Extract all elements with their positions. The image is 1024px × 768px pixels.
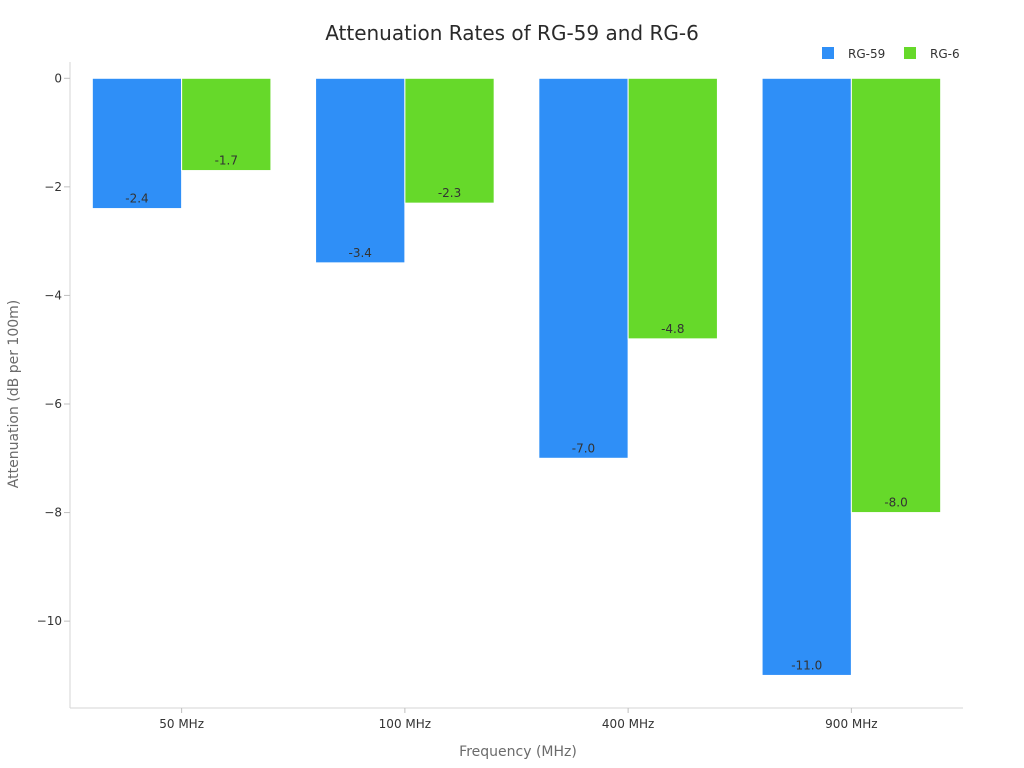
bar [627,77,718,340]
x-tick-label: 400 MHz [602,717,654,731]
y-tick-label: −10 [37,614,62,628]
bar [91,77,183,210]
y-tick-label: −2 [44,180,62,194]
data-label: -2.3 [438,186,461,200]
bar [538,77,629,459]
bar [850,77,942,514]
bar [761,77,852,676]
data-label: -3.4 [349,246,372,260]
bar [404,77,495,204]
y-tick-label: −8 [44,506,62,520]
chart-title: Attenuation Rates of RG-59 and RG-6 [325,21,699,45]
x-axis-title: Frequency (MHz) [459,744,577,760]
bar [315,77,406,264]
legend-swatch [822,47,834,59]
data-label: -8.0 [884,496,907,510]
legend-label: RG-6 [930,47,960,61]
y-tick-label: −6 [44,397,62,411]
y-axis-title: Attenuation (dB per 100m) [6,300,22,488]
data-label: -7.0 [572,441,595,455]
bars-group: -2.4 -1.7 -3.4 -2.3 -7.0 -4.8 -11.0 -8.0 [91,77,942,676]
legend-swatch [904,47,916,59]
data-label: -4.8 [661,322,684,336]
x-tick-label: 50 MHz [159,717,204,731]
x-tick-label: 900 MHz [825,717,877,731]
data-label: -1.7 [215,154,238,168]
x-tick-label: 100 MHz [379,717,431,731]
y-tick-label: −4 [44,288,62,302]
legend-label: RG-59 [848,47,885,61]
y-tick-label: 0 [54,71,62,85]
bar [181,77,272,172]
axes: 0 −2 −4 −6 −8 −10 50 MHz 100 MHz 400 MHz 900 MHz [37,62,963,731]
data-label: -11.0 [791,658,822,672]
legend: RG-59 RG-6 [822,47,960,61]
data-label: -2.4 [125,192,148,206]
